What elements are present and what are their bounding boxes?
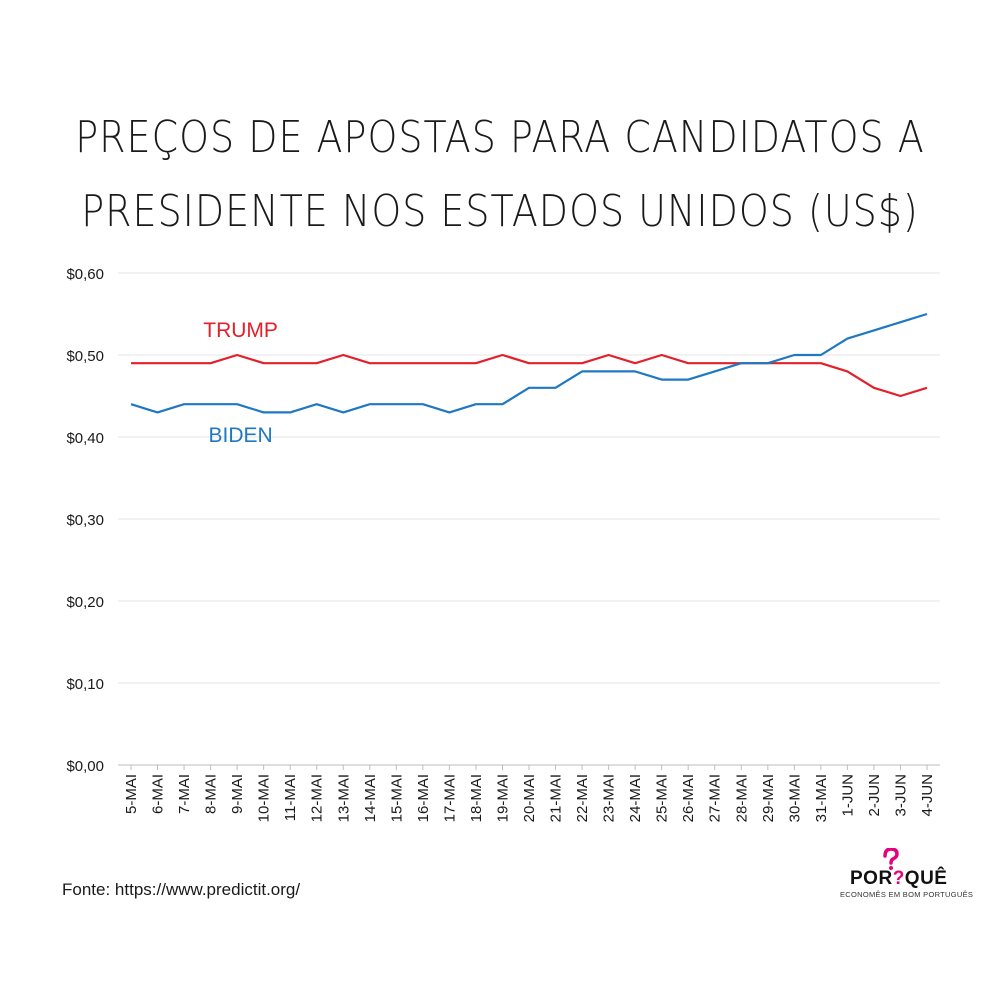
x-tick-label: 12-MAI [309,774,326,822]
chart-title-line-2: PRESIDENTE NOS ESTADOS UNIDOS (US$) [81,185,919,237]
x-tick-label: 30-MAI [786,774,803,822]
porque-logo: POR?QUÊ ECONOMÊS EM BOM PORTUGUÊS [840,848,973,903]
x-tick-label: 10-MAI [256,774,273,822]
x-tick-label: 24-MAI [627,774,644,822]
x-tick-label: 23-MAI [601,774,618,822]
x-tick-label: 11-MAI [282,774,299,821]
x-tick-label: 22-MAI [574,774,591,822]
series-label-biden: BIDEN [209,424,273,447]
x-tick-label: 7-MAI [176,774,193,814]
logo-word-left: POR [850,868,893,889]
question-mark-icon [883,848,899,870]
x-tick-label: 28-MAI [733,774,750,822]
x-tick-label: 9-MAI [229,774,246,814]
x-tick-label: 31-MAI [813,774,830,822]
x-tick-label: 13-MAI [335,774,352,822]
logo-wordmark: POR?QUÊ [850,868,947,890]
x-tick-label: 27-MAI [707,774,724,822]
x-tick-label: 25-MAI [654,774,671,822]
y-tick-label: $0,20 [66,594,104,611]
logo-tagline: ECONOMÊS EM BOM PORTUGUÊS [840,890,974,899]
x-tick-label: 29-MAI [760,774,777,822]
x-tick-label: 6-MAI [150,774,167,814]
source-note: Fonte: https://www.predictit.org/ [62,880,301,899]
series-label-trump: TRUMP [203,319,278,342]
x-tick-label: 3-JUN [892,774,909,817]
y-tick-label: $0,60 [66,266,104,283]
x-tick-label: 5-MAI [123,774,140,814]
series-line-trump [131,353,928,398]
x-tick-label: 20-MAI [521,774,538,822]
x-tick-label: 1-JUN [839,774,856,817]
x-tick-label: 18-MAI [468,774,485,822]
x-tick-label: 16-MAI [415,774,432,822]
x-tick-label: 4-JUN [919,774,936,817]
chart-title-line-1: PREÇOS DE APOSTAS PARA CANDIDATOS A [75,111,925,163]
logo-word-right: QUÊ [904,868,948,889]
logo-word-mark: ? [892,868,905,889]
x-tick-label: 8-MAI [203,774,220,814]
x-tick-label: 26-MAI [680,774,697,822]
x-tick-label: 17-MAI [441,774,458,822]
y-tick-label: $0,50 [66,348,104,365]
x-tick-label: 2-JUN [866,774,883,817]
x-tick-label: 14-MAI [362,774,379,822]
y-tick-label: $0,00 [66,758,104,775]
y-tick-label: $0,10 [66,676,104,693]
y-tick-label: $0,30 [66,512,104,529]
chart-title: PREÇOS DE APOSTAS PARA CANDIDATOS A PRES… [0,100,1000,247]
x-tick-label: 19-MAI [494,774,511,822]
x-tick-label: 15-MAI [388,774,405,822]
y-tick-label: $0,40 [66,430,104,447]
x-tick-label: 21-MAI [548,774,565,822]
